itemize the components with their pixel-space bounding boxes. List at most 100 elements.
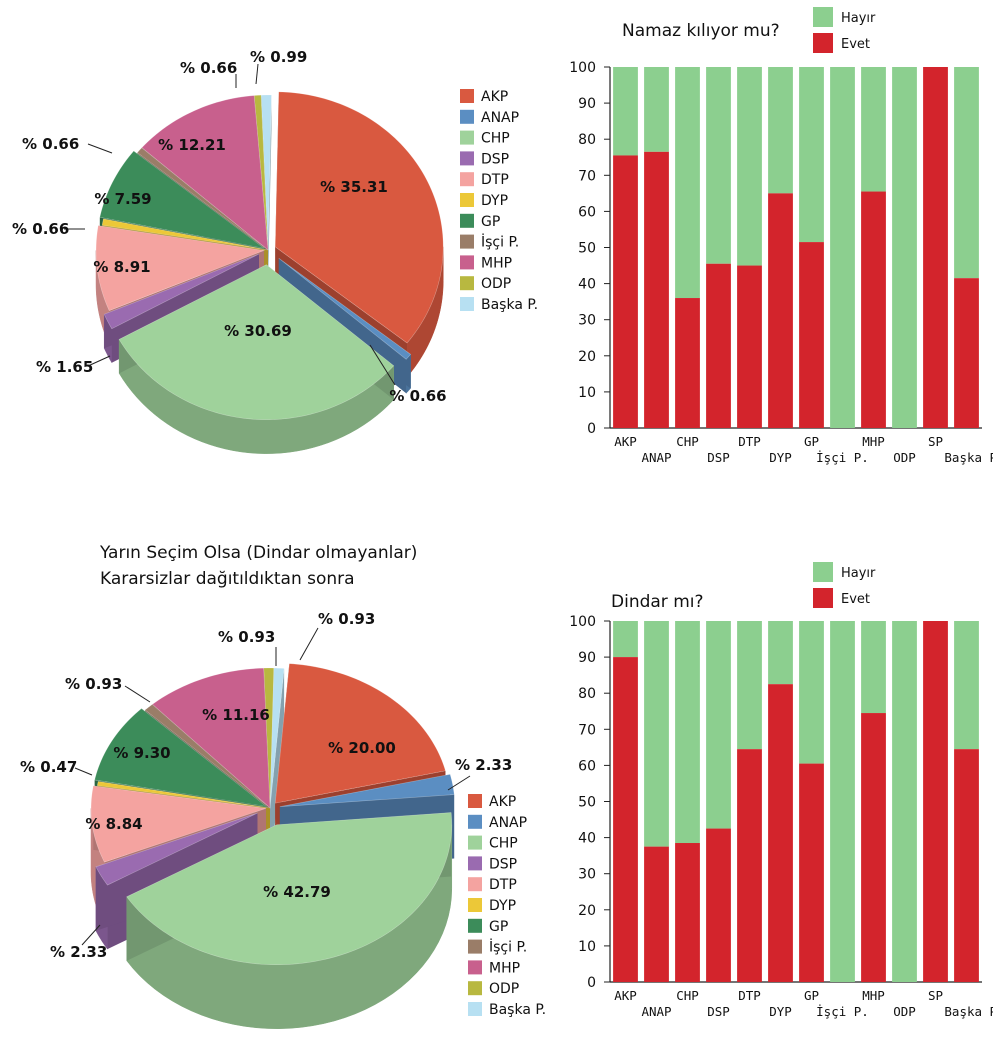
legend-swatch-dyp (468, 898, 482, 912)
x-tick-label-anap: ANAP (641, 1004, 671, 1019)
legend-label-odp: ODP (489, 981, 519, 997)
legend-label-evet: Evet (841, 37, 870, 52)
x-tick-label-sp: SP (928, 988, 943, 1003)
bar-hayir-gp (799, 67, 824, 243)
pie-label-akp: % 35.31 (320, 178, 388, 196)
pie-slice-baska-p (269, 667, 285, 872)
pie-slice-chp (126, 812, 453, 1029)
bar-chart-title: Namaz kılıyor mu? (622, 21, 780, 41)
pie-chart-2: % 20.00 % 2.33 % 42.79 % 2.33 % 8.84 % 0.47 % … (20, 610, 546, 1029)
x-tick-label-mhp: MHP (862, 988, 885, 1003)
bar-evet-dyp (768, 193, 793, 428)
pie-slice-face (268, 95, 272, 285)
bar-legend: Hayır Evet (813, 562, 876, 608)
legend-swatch-mhp (460, 255, 474, 270)
bar-evet-dsp (706, 828, 731, 982)
legend-swatch-gp (460, 213, 474, 228)
pie-slice-top (260, 94, 272, 251)
y-tick-label: 50 (578, 795, 596, 811)
x-tick-label-odp: ODP (893, 450, 916, 465)
bar-evet-sp (923, 67, 948, 428)
bar-hayir-akp (613, 621, 638, 658)
legend-label-mhp: MHP (481, 255, 512, 271)
pie-slice-top (103, 253, 260, 330)
pie-slice-top (263, 667, 275, 809)
pie-label-baska-p: % 0.99 (250, 48, 307, 66)
y-tick-label: 60 (578, 204, 596, 220)
pie-slice-top (151, 667, 271, 809)
pie-slice-top (95, 225, 266, 312)
legend-label-chp: CHP (489, 836, 518, 852)
y-tick-label: 20 (578, 349, 596, 365)
pie-slice-face (104, 254, 259, 349)
bar-evet-akp (613, 657, 638, 982)
legend-label-baska-p: Başka P. (481, 297, 538, 313)
x-tick-label-gp: GP (804, 434, 819, 449)
legend-swatch-isci-p (460, 234, 474, 249)
legend-label-dtp: DTP (481, 172, 509, 188)
bar-hayir-baska-p (954, 67, 979, 279)
x-tick-label-dyp: DYP (769, 1004, 792, 1019)
legend-swatch-dtp (468, 877, 482, 892)
bar-hayir-mhp (861, 67, 886, 192)
legend-label-gp: GP (489, 919, 508, 935)
legend-label-mhp: MHP (489, 960, 520, 976)
pie-label-gp: % 9.30 (113, 744, 170, 762)
bar-hayir-dsp (706, 67, 731, 264)
bar-evet-baska-p (954, 278, 979, 428)
pie-slice-top (274, 91, 444, 344)
y-tick-label: 20 (578, 903, 596, 919)
bar-evet-dsp (706, 263, 731, 428)
x-tick-label-anap: ANAP (641, 450, 671, 465)
legend-swatch-mhp (468, 960, 482, 975)
pie-label-isci-p: % 0.66 (22, 135, 79, 153)
y-tick-label: 100 (569, 614, 596, 630)
legend-label-dsp: DSP (481, 151, 509, 167)
bar-evet-chp (675, 843, 700, 982)
x-tick-label-dsp: DSP (707, 1004, 730, 1019)
pie-label-dtp: % 8.91 (93, 258, 150, 276)
x-tick-label-gp: GP (804, 988, 819, 1003)
pie-leader-line (369, 344, 396, 386)
pie-slice-top (274, 663, 446, 804)
y-tick-label: 100 (569, 60, 596, 76)
bar-hayir-mhp (861, 621, 886, 714)
y-tick-label: 80 (578, 686, 596, 702)
y-tick-label: 0 (587, 421, 596, 437)
pie-label-dyp: % 0.66 (12, 220, 69, 238)
legend-swatch-chp (460, 130, 474, 145)
x-tick-label-dsp: DSP (707, 450, 730, 465)
legend-label-dyp: DYP (489, 898, 516, 914)
pie-leader-line (81, 924, 101, 946)
y-tick-label: 40 (578, 831, 596, 847)
y-tick-label: 30 (578, 313, 596, 329)
legend-label-hayir: Hayır (841, 11, 876, 26)
x-tick-label-dyp: DYP (769, 450, 792, 465)
pie-slice-top (94, 708, 268, 807)
pie-label-dsp: % 2.33 (50, 943, 107, 961)
legend-label-dyp: DYP (481, 193, 508, 209)
legend-swatch-odp (468, 981, 482, 996)
legend-swatch-evet (813, 33, 833, 53)
pie-label-akp: % 20.00 (328, 739, 396, 757)
bar-evet-mhp (861, 191, 886, 428)
pie-leader-line (87, 143, 113, 154)
bar-hayir-odp (892, 67, 917, 428)
legend-label-akp: AKP (489, 794, 516, 810)
bar-evet-dyp (768, 684, 793, 982)
pie-label-odp: % 0.66 (180, 59, 237, 77)
bar-hayir-dyp (768, 67, 793, 194)
legend-swatch-odp (460, 276, 474, 291)
legend-label-chp: CHP (481, 131, 510, 147)
pie-label-dyp: % 0.47 (20, 758, 77, 776)
pie-label-anap: % 0.66 (389, 387, 446, 405)
pie-slice-chp (118, 264, 395, 454)
legend-label-dtp: DTP (489, 877, 517, 893)
pie-slice-top (136, 147, 269, 251)
x-tick-label-chp: CHP (676, 434, 699, 449)
legend-label-baska-p: Başka P. (489, 1002, 546, 1018)
pie-label-anap: % 2.33 (455, 756, 512, 774)
pie-slice-face (270, 668, 285, 872)
pie-legend: AKP ANAP CHP DSP DTP DYP GP İşçi P. MHP ODP Başka … (460, 89, 538, 313)
